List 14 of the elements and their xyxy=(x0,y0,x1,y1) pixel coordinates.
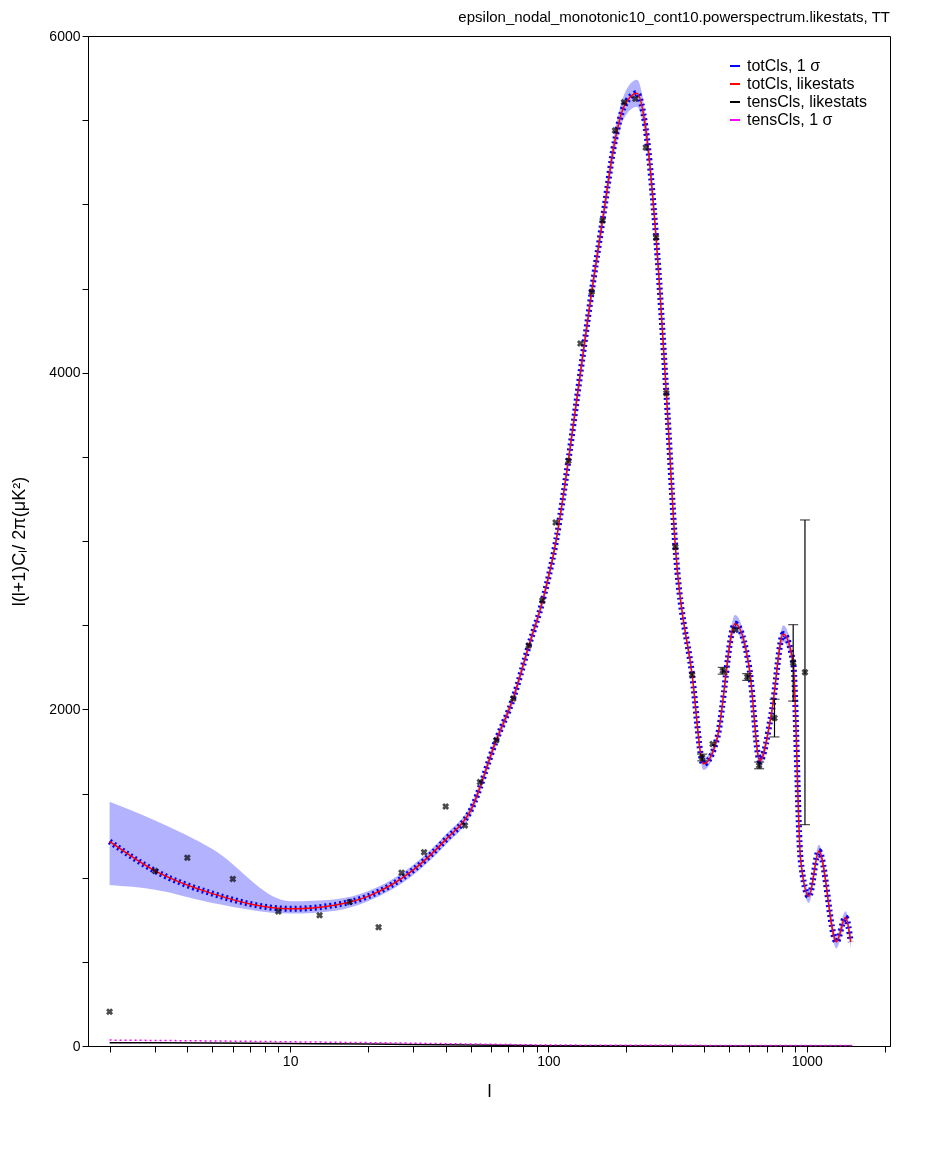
legend-label: totCls, 1 σ xyxy=(747,57,821,74)
legend-label: tensCls, 1 σ xyxy=(747,111,833,128)
x-axis-title: l xyxy=(487,1080,492,1101)
chart-title: epsilon_nodal_monotonic10_cont10.powerspectrum.likestats, TT xyxy=(458,8,890,25)
legend-label: totCls, likestats xyxy=(747,75,855,92)
x-tick-label: 1000 xyxy=(791,1052,824,1069)
y-tick-label: 0 xyxy=(72,1037,81,1054)
y-tick-label: 4000 xyxy=(49,364,81,381)
y-tick-label: 6000 xyxy=(49,27,81,44)
x-tick-label: 100 xyxy=(537,1052,561,1069)
legend-label: tensCls, likestats xyxy=(747,93,868,110)
y-axis-title: l(l+1)Cₗ/ 2π(μK²) xyxy=(9,476,30,607)
y-tick-label: 2000 xyxy=(49,700,81,717)
x-tick-label: 10 xyxy=(282,1052,299,1069)
